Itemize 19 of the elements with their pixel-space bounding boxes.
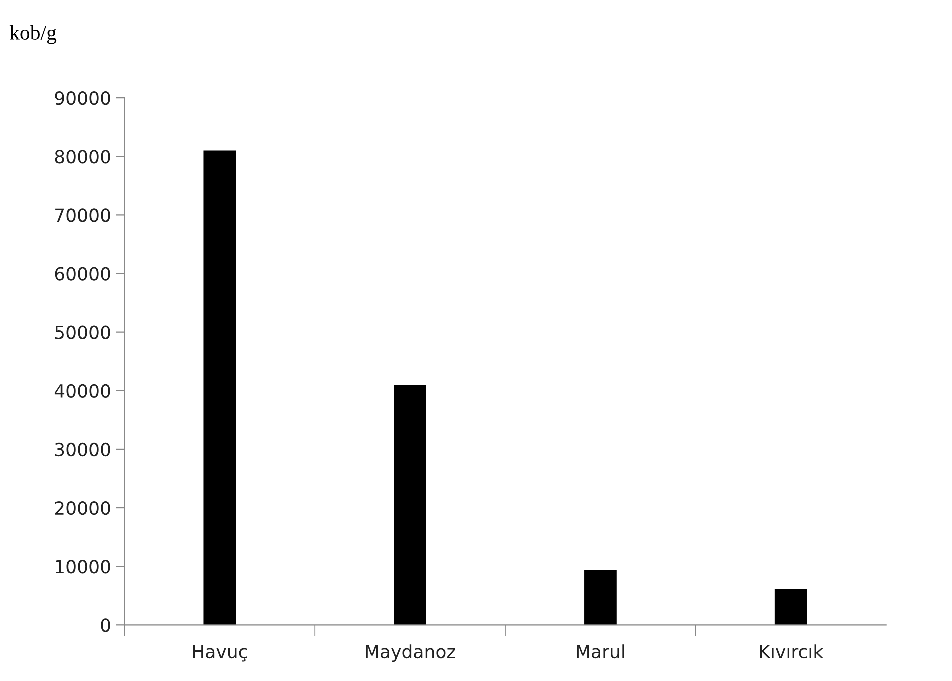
y-tick-label: 0 bbox=[101, 618, 110, 632]
bar bbox=[394, 385, 426, 626]
bar bbox=[774, 589, 808, 626]
x-tick-label: Maydanoz bbox=[366, 644, 456, 662]
y-tick-label: 50000 bbox=[55, 326, 110, 340]
y-tick-label: 40000 bbox=[54, 384, 110, 398]
y-axis-title: kob/g bbox=[10, 25, 57, 44]
y-tick-label: 80000 bbox=[55, 150, 110, 164]
y-tick-label: 30000 bbox=[55, 442, 110, 457]
y-tick-label: 10000 bbox=[56, 560, 110, 574]
bar bbox=[584, 570, 617, 626]
bar bbox=[204, 150, 236, 626]
y-tick-label: 20000 bbox=[55, 501, 110, 516]
x-tick-label: Marul bbox=[577, 644, 624, 659]
y-tick-label: 70000 bbox=[56, 208, 110, 222]
x-tick-label: Kıvırcık bbox=[760, 644, 824, 659]
x-tick-label: Havuç bbox=[193, 645, 248, 662]
y-tick-label: 90000 bbox=[55, 92, 110, 106]
y-tick-label: 60000 bbox=[55, 267, 110, 281]
